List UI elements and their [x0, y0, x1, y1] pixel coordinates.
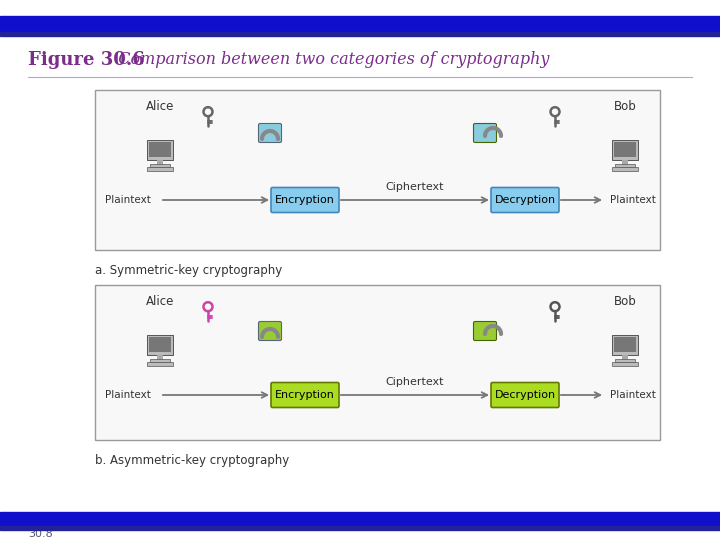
Text: Ciphertext: Ciphertext [386, 182, 444, 192]
Bar [157, 355, 163, 360]
Text: Bob: Bob [613, 295, 636, 308]
Text: Plaintext: Plaintext [610, 195, 656, 205]
Bar [147, 362, 173, 366]
FancyBboxPatch shape [491, 382, 559, 408]
FancyBboxPatch shape [491, 187, 559, 213]
FancyBboxPatch shape [258, 124, 282, 143]
Text: Alice: Alice [146, 100, 174, 113]
Text: Encryption: Encryption [275, 390, 335, 400]
Bar [149, 142, 171, 157]
Text: Plaintext: Plaintext [105, 390, 151, 400]
Text: b. Asymmetric-key cryptography: b. Asymmetric-key cryptography [95, 454, 289, 467]
Bar [614, 142, 636, 157]
Bar [614, 337, 636, 352]
Bar [612, 335, 638, 355]
Bar [150, 164, 170, 167]
Bar [95, 90, 660, 250]
Text: Figure 30.6: Figure 30.6 [28, 51, 145, 69]
FancyBboxPatch shape [271, 187, 339, 213]
Text: 30.8: 30.8 [28, 529, 53, 539]
Bar [622, 160, 628, 165]
Text: Comparison between two categories of cryptography: Comparison between two categories of cry… [108, 51, 549, 69]
Bar [0, 16, 720, 32]
Bar [147, 335, 173, 355]
Bar [612, 167, 638, 171]
Bar [157, 160, 163, 165]
Text: Decryption: Decryption [495, 390, 556, 400]
Bar [0, 32, 720, 36]
Text: Encryption: Encryption [275, 195, 335, 205]
Bar [612, 140, 638, 160]
Text: a. Symmetric-key cryptography: a. Symmetric-key cryptography [95, 264, 282, 277]
Bar [147, 140, 173, 160]
Bar [0, 526, 720, 530]
FancyBboxPatch shape [271, 382, 339, 408]
Text: Bob: Bob [613, 100, 636, 113]
Bar [147, 167, 173, 171]
Bar [615, 359, 635, 362]
Bar [615, 164, 635, 167]
Text: Alice: Alice [146, 295, 174, 308]
Text: Plaintext: Plaintext [105, 195, 151, 205]
Text: Decryption: Decryption [495, 195, 556, 205]
FancyBboxPatch shape [474, 321, 497, 341]
Bar [150, 359, 170, 362]
Bar [95, 285, 660, 440]
Bar [612, 362, 638, 366]
FancyBboxPatch shape [258, 321, 282, 341]
Bar [0, 512, 720, 526]
Text: Plaintext: Plaintext [610, 390, 656, 400]
FancyBboxPatch shape [474, 124, 497, 143]
Bar [622, 355, 628, 360]
Text: Ciphertext: Ciphertext [386, 377, 444, 387]
Bar [149, 337, 171, 352]
